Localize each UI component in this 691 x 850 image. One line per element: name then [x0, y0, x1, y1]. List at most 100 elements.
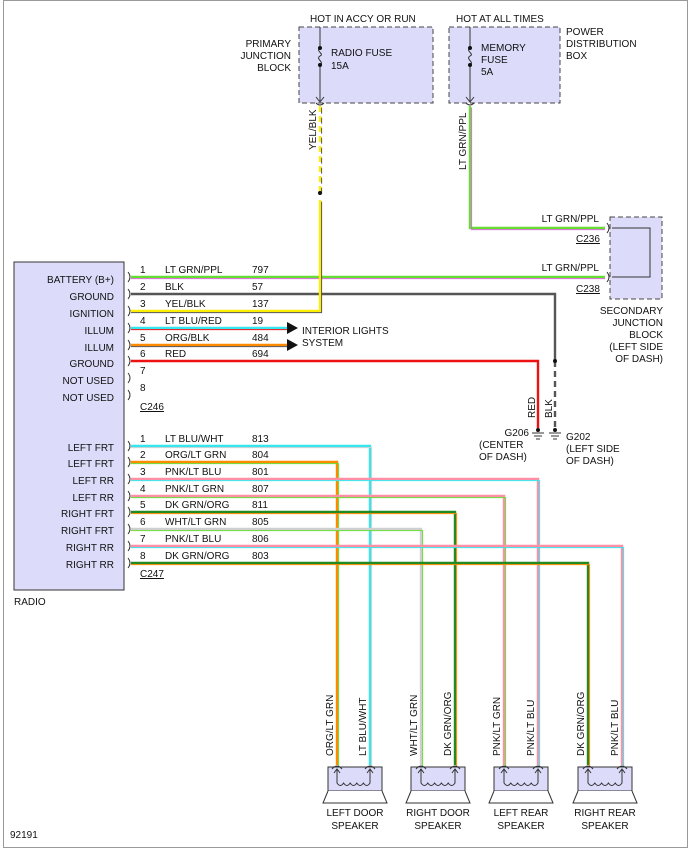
- connector-c246-pin: [127, 305, 131, 317]
- wire-694-base: [131, 359, 540, 428]
- primary-fuse-header: HOT IN ACCY OR RUN: [310, 14, 416, 25]
- pin-number: 7: [140, 366, 146, 377]
- connector-c247-pin: [127, 540, 131, 552]
- pin-function-label: LEFT RR: [73, 493, 115, 504]
- connector-c246-pin: [127, 271, 131, 283]
- speaker-wire-label: PNK/LT GRN: [492, 697, 503, 756]
- pin-function-label: ILLUM: [85, 343, 114, 354]
- pin-function-label: GROUND: [70, 359, 114, 370]
- arrow-right-icon: [287, 322, 298, 334]
- connector-c247-label: C247: [140, 569, 164, 580]
- speaker-coil-icon: [420, 770, 456, 786]
- connector-c247-pin: [127, 440, 131, 452]
- wire-694: [131, 359, 540, 428]
- wire-807-base: [131, 494, 506, 765]
- memory-fuse-symbol-dot-top: [468, 46, 472, 50]
- circuit-number: 694: [252, 349, 269, 360]
- memory-fuse-wire: [468, 106, 605, 231]
- power-distribution-label: DISTRIBUTION: [566, 39, 637, 50]
- radio-fuse-symbol-dot-top: [318, 46, 322, 50]
- pin-number: 3: [140, 299, 146, 310]
- ground-g206-location: (CENTER: [479, 440, 523, 451]
- circuit-number: 57: [252, 282, 264, 293]
- connector-c247-pin: [127, 506, 131, 518]
- wire-811: [131, 510, 458, 767]
- circuit-number: 797: [252, 265, 269, 276]
- wire-label-c236: LT GRN/PPL: [542, 214, 600, 225]
- radio-component: [13, 261, 125, 591]
- connector-c246-pin: [127, 322, 131, 334]
- wire-801: [131, 477, 541, 767]
- pin-function-label: LEFT RR: [73, 476, 115, 487]
- wire-806: [131, 544, 625, 767]
- wire-803-stripe: [131, 564, 591, 767]
- wire-color-label: PNK/LT GRN: [165, 484, 224, 495]
- memory-fuse-wire-stripe: [471, 107, 605, 231]
- connector-c246-pin: [127, 355, 131, 367]
- speaker-label: LEFT DOOR: [326, 808, 383, 819]
- connector-c246-pin: [127, 372, 131, 384]
- memory-fuse-symbol-dot-bottom: [468, 63, 472, 67]
- wires: [131, 106, 625, 767]
- connector-c236: [606, 222, 610, 234]
- radio-fuse-wire-label: YEL/BLK: [308, 109, 319, 150]
- components: [13, 26, 663, 804]
- ground-g202-icon: [549, 432, 561, 440]
- ground-wire-red-label: RED: [527, 397, 538, 418]
- circuit-number: 804: [252, 450, 269, 461]
- pin-function-label: NOT USED: [63, 376, 115, 387]
- speaker-cone-icon: [405, 790, 471, 804]
- pin-function-label: NOT USED: [63, 393, 115, 404]
- primary-junction-label: PRIMARY: [246, 39, 292, 50]
- wire-801-stripe: [131, 480, 541, 767]
- speaker-cone-icon: [572, 790, 638, 804]
- primary-junction-label: JUNCTION: [240, 51, 291, 62]
- splice-dot: [553, 359, 557, 363]
- ground-g202-location: (LEFT SIDE: [566, 444, 620, 455]
- connector-c247-pin: [127, 490, 131, 502]
- wire-805-base: [131, 527, 423, 765]
- speaker-wire-label: PNK/LT BLU: [526, 700, 537, 756]
- speaker-label: RIGHT REAR: [574, 808, 636, 819]
- wire-811-base: [131, 510, 457, 765]
- pin-number: 1: [140, 434, 146, 445]
- wire-19: [131, 326, 287, 331]
- radio-fuse-symbol-connector: [315, 96, 325, 106]
- pin-function-label: GROUND: [70, 292, 114, 303]
- radio-label: RADIO: [14, 597, 46, 608]
- wire-137-stripe: [131, 201, 323, 314]
- circuit-number: 801: [252, 467, 269, 478]
- secondary-junction-label: (LEFT SIDE: [609, 342, 663, 353]
- ground-g206-label: G206: [505, 428, 530, 439]
- pin-number: 5: [140, 333, 146, 344]
- ground-wire-blk-label: BLK: [544, 399, 555, 418]
- circuit-number: 137: [252, 299, 269, 310]
- ground-g202-location: OF DASH): [566, 456, 614, 467]
- speaker-0: [322, 765, 388, 804]
- memory-fuse-wire-base: [468, 106, 605, 230]
- wire-803-base: [131, 561, 590, 765]
- power-distribution-label: BOX: [566, 51, 587, 62]
- secondary-junction-label: SECONDARY: [600, 306, 663, 317]
- pin-number: 2: [140, 450, 146, 461]
- wire-color-label: LT BLU/RED: [165, 316, 222, 327]
- speaker-wire-label: WHT/LT GRN: [409, 695, 420, 756]
- speaker-label: SPEAKER: [331, 821, 378, 832]
- speaker-body: [577, 766, 633, 792]
- speaker-wire-label: DK GRN/ORG: [443, 691, 454, 756]
- wire-806-base: [131, 544, 624, 765]
- speaker-coil-icon: [336, 770, 371, 786]
- circuit-number: 813: [252, 434, 269, 445]
- wire-801-base: [131, 477, 540, 765]
- wire-color-label: PNK/LT BLU: [165, 467, 221, 478]
- wire-811-stripe: [131, 513, 458, 767]
- radio-fuse-rating: 15A: [331, 61, 349, 72]
- circuit-number: 803: [252, 551, 269, 562]
- power-distribution-label: POWER: [566, 27, 604, 38]
- wire-813-base: [131, 444, 372, 765]
- pin-number: 3: [140, 467, 146, 478]
- pin-function-label: LEFT FRT: [68, 459, 114, 470]
- speaker-label: LEFT REAR: [494, 808, 549, 819]
- ground-g206-icon: [532, 432, 544, 440]
